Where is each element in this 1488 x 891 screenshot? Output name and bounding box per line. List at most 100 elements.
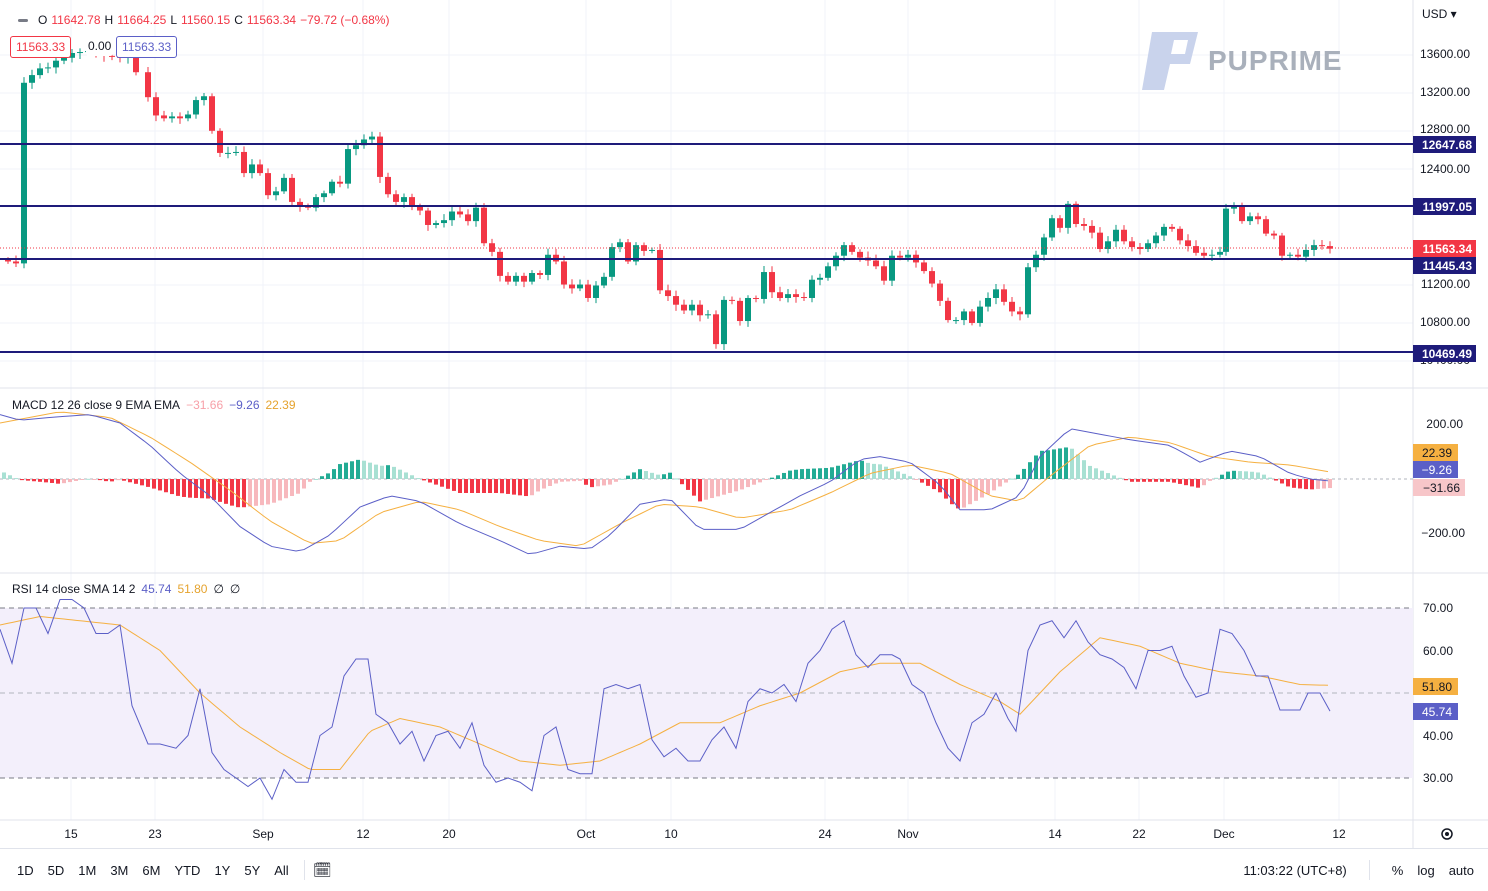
macd-hist-bar bbox=[818, 468, 822, 479]
buy-price-chip[interactable]: 11563.33 bbox=[116, 36, 178, 58]
macd-hist-bar bbox=[530, 479, 534, 496]
macd-hist-bar bbox=[86, 478, 90, 480]
candle-body bbox=[961, 311, 967, 321]
rsi-sma-value: 51.80 bbox=[177, 582, 208, 596]
rsi-legend[interactable]: RSI 14 close SMA 14 2 45.74 51.80 ∅ ∅ bbox=[12, 582, 240, 596]
macd-hist-bar bbox=[608, 479, 612, 485]
log-scale-toggle[interactable]: log bbox=[1417, 862, 1435, 878]
macd-line-badge: −9.26 bbox=[1422, 463, 1453, 477]
candle-body bbox=[1223, 208, 1229, 252]
candle-body bbox=[401, 197, 407, 202]
macd-axis[interactable]: 200.00 −200.00 22.39 −9.26 −31.66 bbox=[1413, 417, 1465, 540]
macd-hist-bar bbox=[566, 479, 570, 482]
range-1d-button[interactable]: 1D bbox=[17, 862, 34, 878]
macd-hist-bar bbox=[1004, 479, 1008, 483]
level-badge: 11445.43 bbox=[1423, 259, 1473, 273]
macd-hist-bar bbox=[986, 479, 990, 495]
candle-body bbox=[777, 292, 783, 298]
time-axis[interactable]: 15 23 Sep 12 20 Oct 10 24 Nov 14 22 Dec … bbox=[64, 827, 1346, 841]
range-5y-button[interactable]: 5Y bbox=[244, 862, 261, 878]
macd-legend[interactable]: MACD 12 26 close 9 EMA EMA −31.66 −9.26 … bbox=[12, 398, 296, 412]
range-1y-button[interactable]: 1Y bbox=[214, 862, 231, 878]
macd-hist-bar bbox=[524, 479, 528, 497]
candle-body bbox=[69, 53, 75, 58]
candle-body bbox=[873, 260, 879, 267]
percent-scale-toggle[interactable]: % bbox=[1391, 862, 1404, 878]
candle-body bbox=[1287, 254, 1293, 256]
range-1m-button[interactable]: 1M bbox=[78, 862, 97, 878]
macd-hist-bar bbox=[668, 472, 672, 479]
macd-hist-bar bbox=[1220, 474, 1224, 479]
candle-body bbox=[345, 149, 351, 184]
candle-body bbox=[529, 273, 535, 282]
macd-hist-bar bbox=[1064, 447, 1068, 479]
macd-hist-bar bbox=[1106, 473, 1110, 479]
candle-body bbox=[729, 299, 735, 301]
price-axis[interactable]: 13600.00 13200.00 12800.00 12400.00 1120… bbox=[1420, 47, 1470, 367]
time-tick: Nov bbox=[897, 827, 918, 841]
macd-hist-bar bbox=[434, 479, 438, 485]
clock-timezone[interactable]: 11:03:22 (UTC+8) bbox=[1243, 862, 1347, 878]
macd-hist-bar bbox=[848, 462, 852, 479]
calendar-goto-icon[interactable]: 🗓 bbox=[312, 862, 332, 879]
macd-hist-bar bbox=[956, 479, 960, 509]
macd-hist-bar bbox=[998, 479, 1002, 487]
candle-body bbox=[1129, 241, 1135, 248]
price-tick: 13200.00 bbox=[1420, 85, 1470, 99]
candle-body bbox=[1121, 229, 1127, 242]
candle-body bbox=[897, 255, 903, 258]
macd-hist-bar bbox=[284, 479, 288, 499]
time-tick: Dec bbox=[1213, 827, 1234, 841]
macd-hist-bar bbox=[1160, 479, 1164, 482]
range-ytd-button[interactable]: YTD bbox=[174, 862, 201, 878]
macd-hist-bar bbox=[548, 479, 552, 486]
candle-body bbox=[905, 254, 911, 258]
macd-hist-bar bbox=[470, 479, 474, 493]
horizontal-levels[interactable] bbox=[0, 143, 1413, 353]
candle-body bbox=[1161, 226, 1167, 236]
candle-body bbox=[53, 60, 59, 68]
collapse-legend-button[interactable] bbox=[12, 11, 34, 29]
toolbar-divider bbox=[1368, 860, 1370, 880]
level-badge-bg bbox=[1413, 136, 1476, 153]
macd-hist-bar bbox=[176, 479, 180, 496]
sell-price-chip[interactable]: 11563.33 bbox=[10, 36, 72, 58]
candlestick-series[interactable] bbox=[5, 47, 1333, 351]
candle-body bbox=[1169, 226, 1175, 229]
macd-hist-bar bbox=[188, 479, 192, 498]
candle-body bbox=[945, 300, 951, 321]
low-value: 11560.15 bbox=[181, 13, 231, 27]
macd-hist-bar bbox=[446, 479, 450, 489]
macd-hist-bar bbox=[698, 479, 702, 502]
range-all-button[interactable]: All bbox=[274, 862, 289, 878]
macd-hist-bar bbox=[392, 466, 396, 479]
candle-body bbox=[1009, 301, 1015, 312]
candle-body bbox=[185, 114, 191, 119]
macd-hist-bar bbox=[518, 479, 522, 496]
candle-body bbox=[785, 294, 791, 298]
macd-hist-bar bbox=[962, 479, 966, 508]
candle-body bbox=[617, 242, 623, 248]
macd-hist-bar bbox=[944, 479, 948, 499]
macd-hist-bar bbox=[1310, 479, 1314, 490]
range-5d-button[interactable]: 5D bbox=[47, 862, 65, 878]
candle-body bbox=[649, 249, 655, 251]
currency-selector[interactable]: USD ▾ bbox=[1422, 7, 1457, 21]
macd-hist-bar bbox=[752, 479, 756, 485]
candle-body bbox=[393, 194, 399, 202]
candle-body bbox=[953, 320, 959, 322]
macd-hist-bar bbox=[218, 479, 222, 502]
settings-gear-icon[interactable] bbox=[1441, 828, 1453, 840]
macd-hist-bar bbox=[884, 466, 888, 479]
auto-scale-toggle[interactable]: auto bbox=[1448, 862, 1474, 878]
macd-hist-bar bbox=[356, 459, 360, 479]
candle-body bbox=[881, 266, 887, 281]
range-6m-button[interactable]: 6M bbox=[142, 862, 161, 878]
macd-hist-bar bbox=[680, 479, 684, 485]
macd-hist-bar bbox=[1256, 472, 1260, 479]
macd-hist-bar bbox=[560, 479, 564, 482]
macd-hist-bar bbox=[2, 472, 6, 479]
rsi-axis[interactable]: 70.00 60.00 40.00 30.00 51.80 45.74 bbox=[1413, 601, 1458, 785]
range-3m-button[interactable]: 3M bbox=[110, 862, 129, 878]
